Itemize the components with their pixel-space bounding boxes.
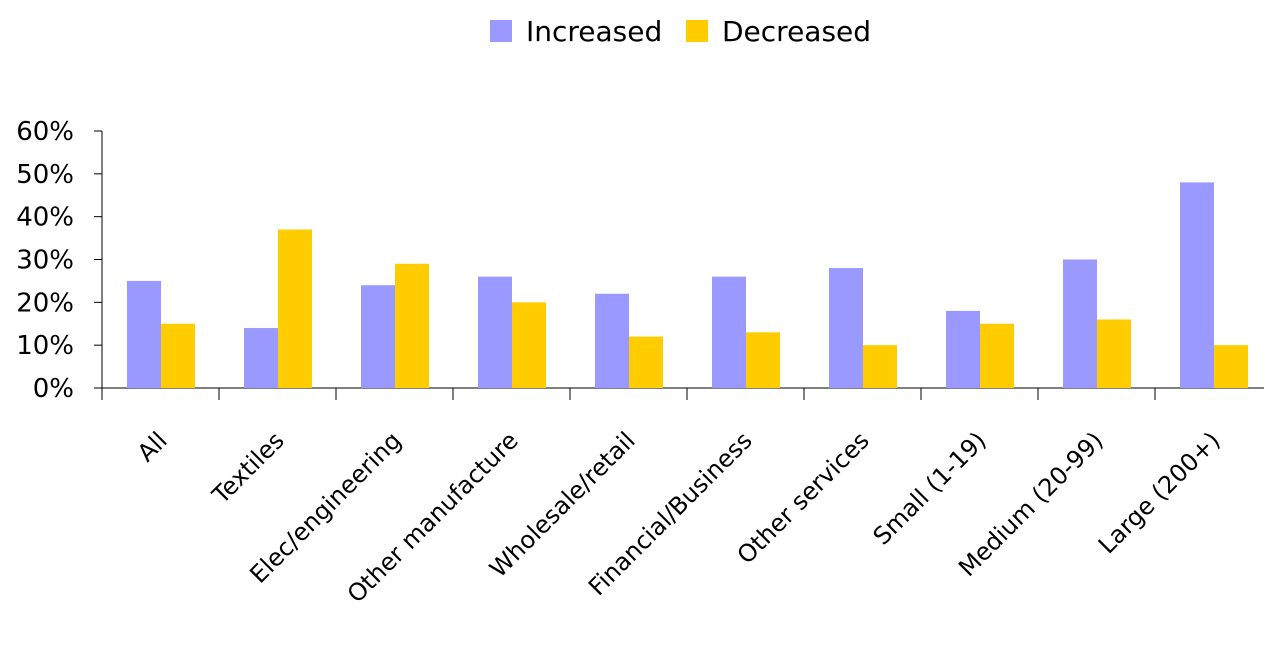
legend-label-decreased: Decreased	[722, 15, 871, 48]
bar-decreased	[1214, 345, 1248, 388]
y-tick-label: 40%	[16, 203, 74, 233]
y-tick-label: 20%	[16, 288, 74, 318]
bar-increased	[829, 268, 863, 388]
bar-decreased	[161, 323, 195, 388]
bar-decreased	[629, 336, 663, 388]
bar-increased	[244, 328, 278, 388]
y-tick-label: 60%	[16, 117, 74, 147]
bar-increased	[127, 280, 161, 388]
y-axis: 0% 10% 20% 30% 40% 50% 60%	[16, 117, 103, 404]
x-category-label: Small (1-19)	[868, 426, 992, 550]
y-tick-label: 50%	[16, 160, 74, 190]
x-category-label: Textiles	[206, 426, 290, 510]
bar-decreased	[1097, 319, 1131, 388]
legend-swatch-increased	[490, 20, 512, 42]
bar-increased	[1063, 259, 1097, 388]
bar-decreased	[746, 332, 780, 388]
legend-label-increased: Increased	[526, 15, 662, 48]
y-tick-label: 0%	[33, 374, 74, 404]
bar-decreased	[512, 302, 546, 388]
legend: Increased Decreased	[490, 15, 871, 48]
y-tick-label: 10%	[16, 331, 74, 361]
y-tick-label: 30%	[16, 246, 74, 276]
bars	[127, 182, 1248, 388]
x-category-label: Large (200+)	[1093, 426, 1226, 559]
bar-increased	[1180, 182, 1214, 388]
bar-decreased	[395, 263, 429, 388]
bar-increased	[712, 276, 746, 388]
x-category-label: All	[132, 426, 173, 467]
legend-swatch-decreased	[686, 20, 708, 42]
bar-decreased	[863, 345, 897, 388]
bar-increased	[946, 310, 980, 388]
bar-decreased	[980, 323, 1014, 388]
bar-increased	[478, 276, 512, 388]
bar-increased	[595, 293, 629, 388]
bar-decreased	[278, 229, 312, 388]
bar-increased	[361, 285, 395, 388]
